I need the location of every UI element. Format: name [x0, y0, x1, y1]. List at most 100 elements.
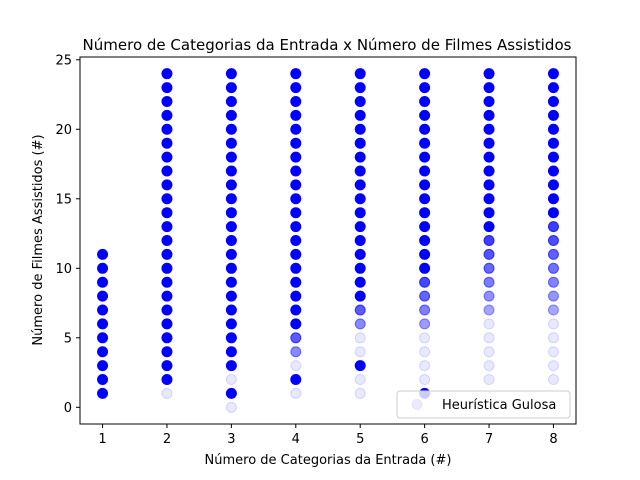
data-point [161, 235, 173, 246]
data-point [354, 304, 366, 316]
data-point [290, 304, 302, 316]
data-point [419, 207, 431, 219]
data-point [419, 82, 431, 94]
y-axis-label: Número de Filmes Assistidos (#) [31, 134, 46, 345]
data-point [547, 179, 559, 191]
data-point [161, 374, 173, 386]
data-point [290, 207, 302, 219]
data-point [354, 207, 366, 219]
data-point [161, 207, 173, 219]
chart-title: Número de Categorias da Entrada x Número… [83, 36, 572, 54]
data-point [225, 332, 237, 344]
data-point [225, 68, 237, 80]
data-point [419, 68, 431, 80]
data-point [161, 109, 173, 121]
data-point [483, 137, 495, 149]
data-point [419, 137, 431, 149]
data-point [419, 374, 431, 386]
data-point [97, 290, 109, 302]
data-point [161, 95, 173, 107]
data-point [547, 262, 559, 274]
data-point [290, 248, 302, 260]
data-point [483, 318, 495, 330]
data-point [290, 318, 302, 330]
data-point [290, 82, 302, 94]
x-tick-label: 1 [98, 432, 106, 447]
data-point [354, 95, 366, 107]
data-point [419, 165, 431, 177]
data-point [547, 332, 559, 344]
data-point [161, 346, 173, 358]
data-point [161, 304, 173, 316]
data-point [547, 95, 559, 107]
data-point [290, 95, 302, 107]
data-point [290, 221, 302, 233]
y-tick-label: 5 [64, 331, 72, 346]
data-point [290, 360, 302, 372]
data-point [419, 179, 431, 191]
y-tick-label: 20 [55, 123, 72, 138]
data-point [290, 262, 302, 274]
data-point [161, 248, 173, 260]
plot-frame [79, 56, 577, 425]
data-point [290, 137, 302, 149]
data-point [290, 179, 302, 191]
data-point [225, 137, 237, 149]
y-tick-label: 10 [55, 262, 72, 277]
data-point [354, 179, 366, 191]
x-axis-ticks: 1 2 3 4 5 6 7 8 [98, 424, 558, 447]
data-point [354, 68, 366, 80]
data-point [419, 235, 431, 246]
data-point [354, 332, 366, 344]
data-point [97, 360, 109, 372]
data-point [547, 193, 559, 205]
data-point [225, 318, 237, 330]
data-point [225, 360, 237, 372]
data-point [97, 304, 109, 316]
data-point [97, 262, 109, 274]
data-point [419, 262, 431, 274]
data-point [483, 374, 495, 386]
data-point [161, 193, 173, 205]
data-point [419, 221, 431, 233]
data-point [225, 387, 237, 399]
data-point [161, 332, 173, 344]
data-point [97, 276, 109, 288]
data-point [483, 82, 495, 94]
data-point [483, 304, 495, 316]
data-point [97, 387, 109, 399]
data-point [225, 151, 237, 163]
data-point [161, 123, 173, 135]
data-point [547, 360, 559, 372]
data-point [225, 235, 237, 246]
data-point [225, 179, 237, 191]
data-point [547, 221, 559, 233]
data-point [483, 109, 495, 121]
data-point [354, 221, 366, 233]
y-tick-label: 15 [55, 192, 72, 207]
data-point [483, 248, 495, 260]
data-point [225, 401, 237, 413]
legend: Heurística Gulosa [396, 390, 571, 419]
data-point [354, 248, 366, 260]
data-point [354, 262, 366, 274]
data-point [290, 123, 302, 135]
data-point [483, 179, 495, 191]
data-point [225, 276, 237, 288]
data-point [97, 332, 109, 344]
data-point [354, 137, 366, 149]
data-point [483, 360, 495, 372]
data-point [483, 235, 495, 246]
data-point [354, 290, 366, 302]
data-point [225, 193, 237, 205]
data-point [225, 374, 237, 386]
data-point [225, 82, 237, 94]
data-point [161, 165, 173, 177]
data-point [483, 332, 495, 344]
data-point [161, 262, 173, 274]
data-point [354, 109, 366, 121]
data-point [354, 193, 366, 205]
data-point [290, 165, 302, 177]
data-point [225, 95, 237, 107]
